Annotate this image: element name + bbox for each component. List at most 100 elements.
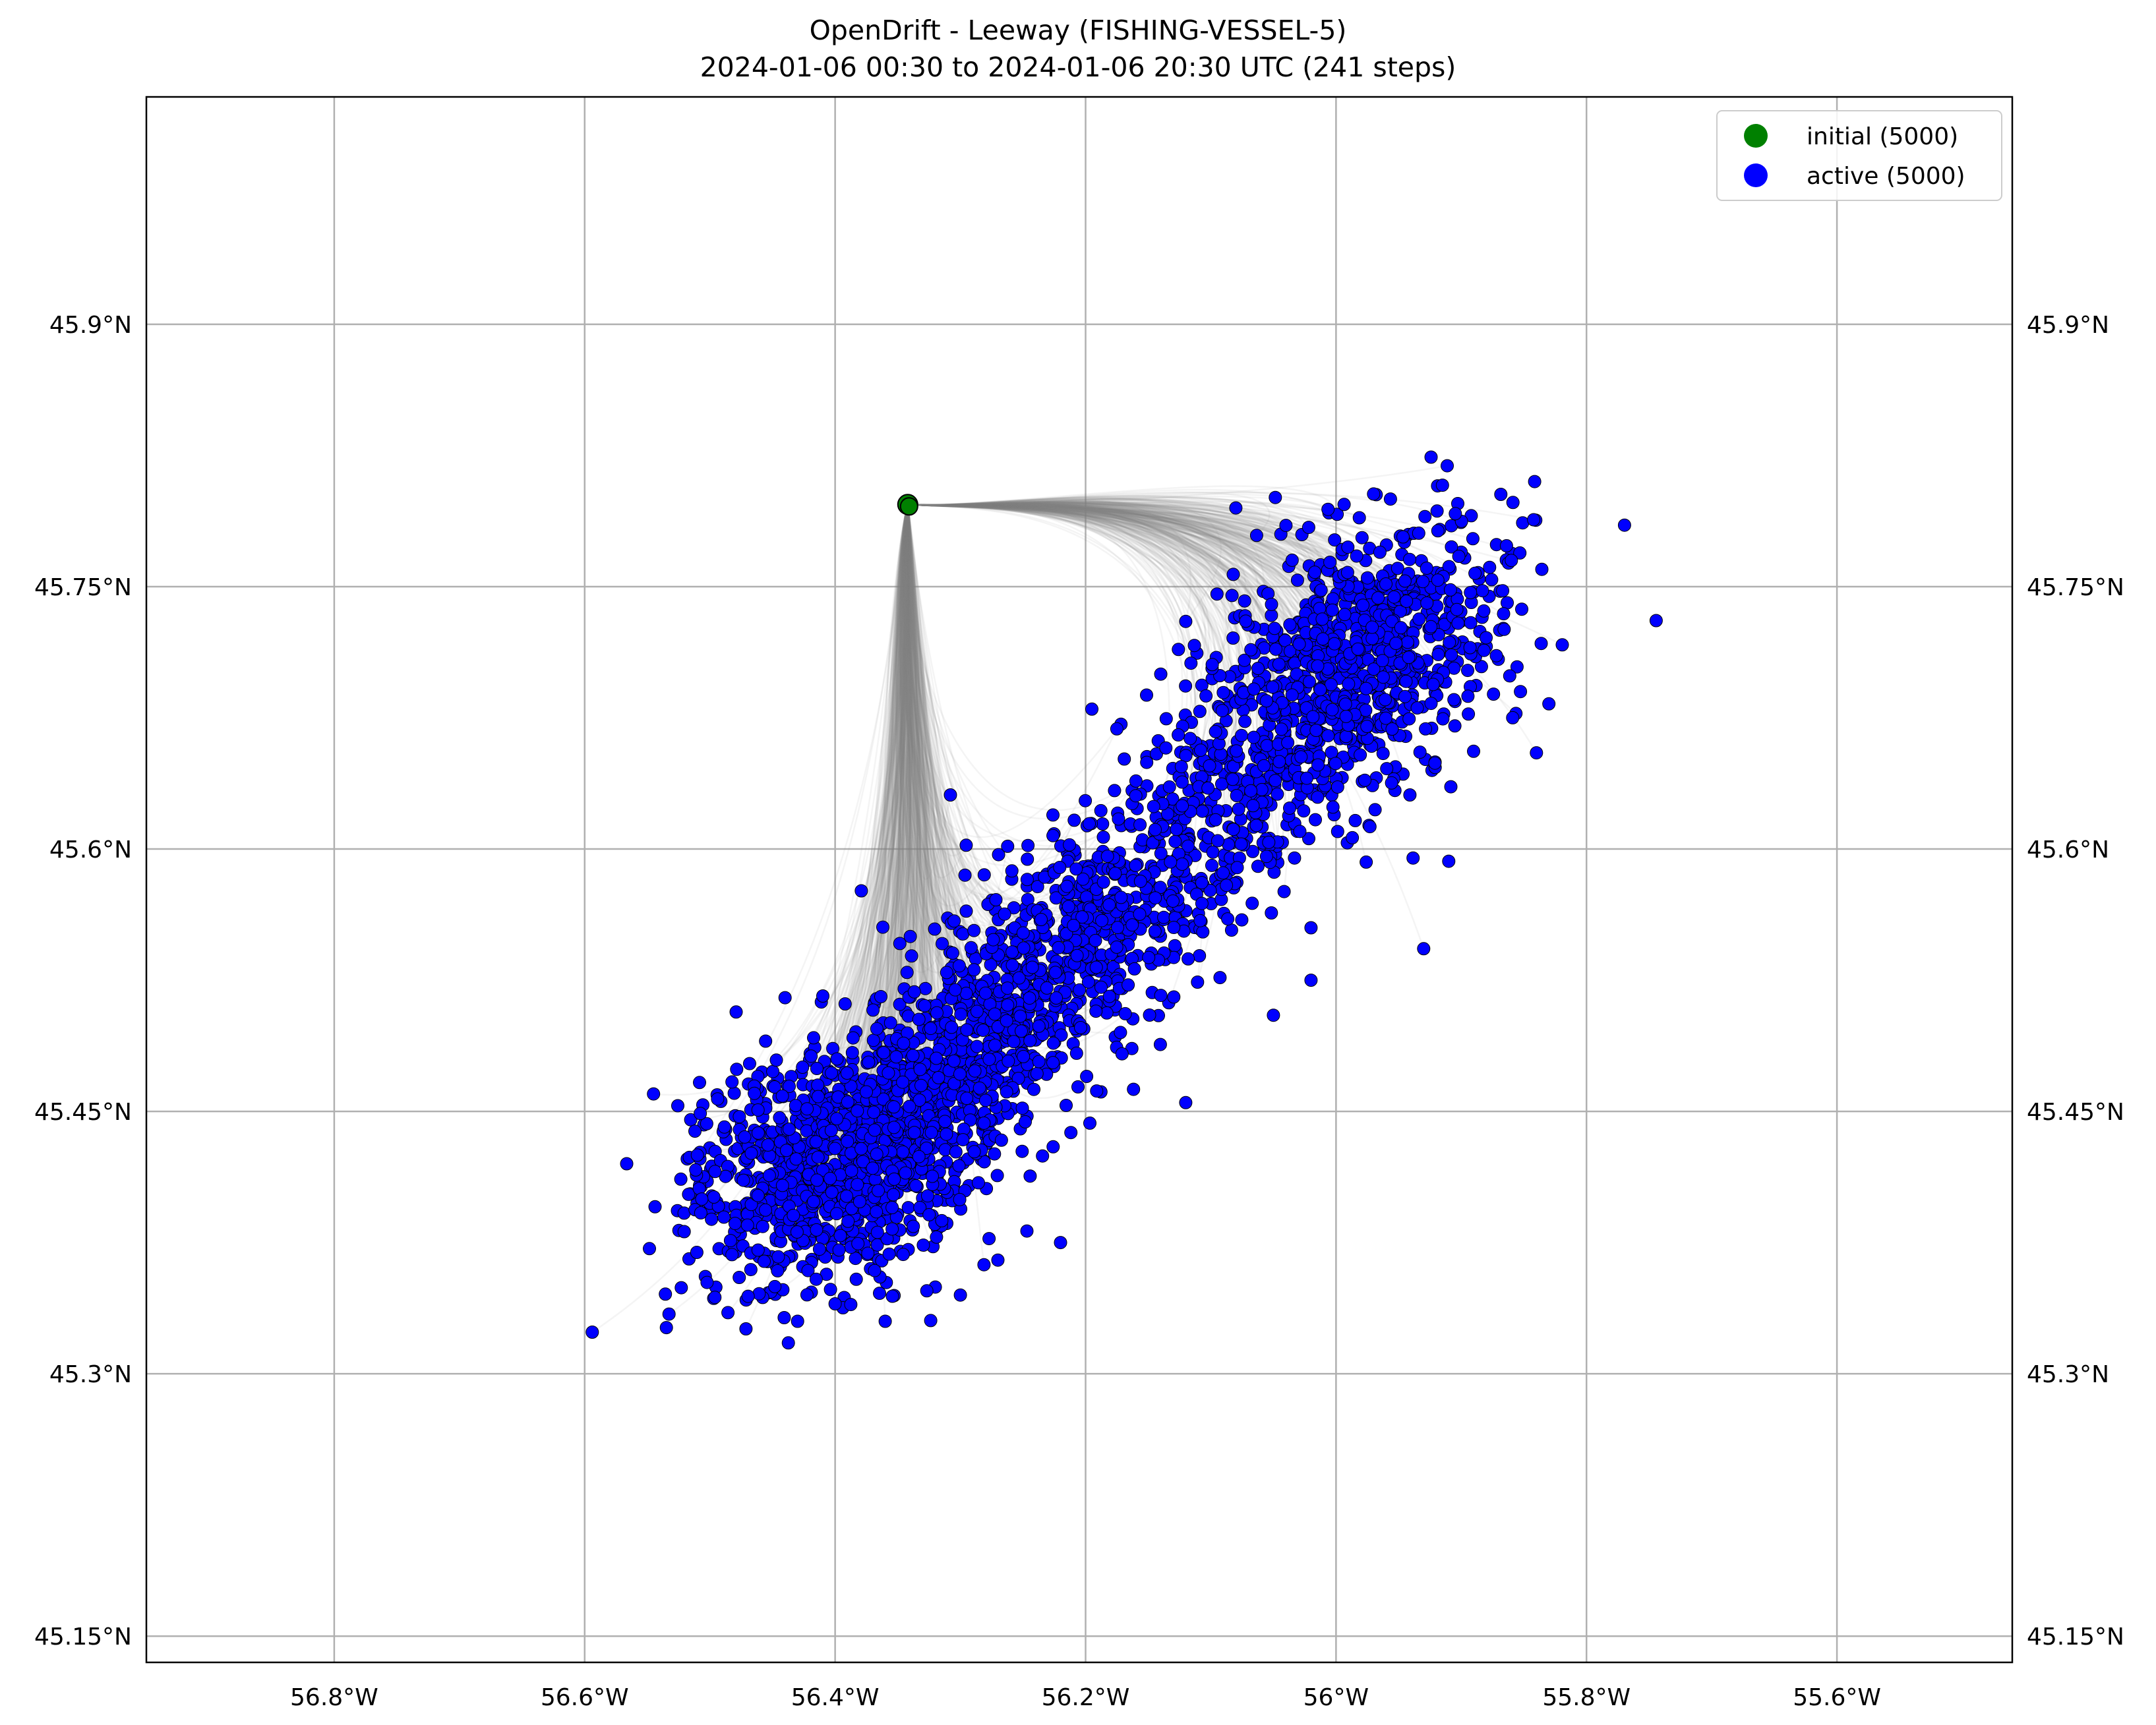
trajectory-line	[818, 504, 911, 1195]
active-particle	[733, 1271, 746, 1284]
active-particle	[1346, 831, 1360, 844]
active-particle	[1367, 662, 1381, 676]
active-particle	[1262, 835, 1276, 849]
active-particle	[1067, 813, 1081, 827]
active-particle	[1283, 802, 1296, 815]
active-particle	[1316, 632, 1330, 646]
active-particle	[1021, 838, 1035, 852]
active-particle	[1450, 602, 1464, 616]
active-particle	[1448, 719, 1462, 733]
active-particle	[1497, 607, 1511, 621]
active-particle	[967, 1145, 981, 1159]
trajectory-line	[907, 499, 1431, 629]
trajectory-line	[907, 503, 1394, 622]
active-particle	[1269, 490, 1282, 504]
active-particle	[988, 1038, 1002, 1052]
active-particle	[1535, 562, 1549, 576]
legend-initial-marker	[1744, 124, 1768, 148]
active-particle	[1419, 722, 1433, 736]
trajectory-line	[891, 504, 955, 974]
active-particle	[1412, 612, 1426, 626]
chart-title: OpenDrift - Leeway (FISHING-VESSEL-5)	[809, 15, 1347, 46]
active-particle	[1089, 1005, 1103, 1018]
active-particle	[1311, 659, 1325, 673]
active-particle	[844, 1079, 858, 1093]
trajectory-line	[789, 504, 913, 1142]
active-particle	[862, 1055, 876, 1069]
active-particle	[856, 1155, 870, 1169]
active-particle	[960, 1023, 974, 1037]
active-particle	[1080, 1070, 1094, 1083]
active-particle	[693, 1076, 706, 1090]
trajectory-line	[907, 504, 1317, 620]
active-particle	[1133, 818, 1147, 832]
active-particle	[1083, 1116, 1096, 1130]
active-particle	[1129, 774, 1143, 788]
active-particle	[1176, 799, 1189, 813]
active-particle	[1226, 568, 1240, 581]
active-particle	[932, 1070, 945, 1084]
legend[interactable]: initial (5000) active (5000)	[1716, 110, 2002, 201]
trajectory-line	[907, 504, 1317, 666]
active-particle	[967, 963, 981, 977]
active-particle	[1376, 747, 1390, 761]
active-particle	[868, 1123, 882, 1137]
active-particle	[694, 1107, 707, 1121]
active-particle	[1034, 913, 1048, 926]
active-particle	[977, 1258, 991, 1272]
active-particle	[759, 1203, 772, 1217]
active-particle	[1403, 552, 1416, 566]
active-particle	[1001, 998, 1015, 1012]
active-particle	[1095, 914, 1109, 927]
active-particle	[887, 1172, 901, 1186]
active-particle	[1196, 925, 1210, 939]
active-particle	[828, 1297, 842, 1310]
trajectory-line	[907, 504, 1321, 690]
active-particle	[1176, 858, 1189, 871]
active-particle	[1281, 736, 1295, 749]
active-particle	[1213, 971, 1227, 985]
active-particle	[1216, 866, 1230, 880]
active-particle	[1383, 492, 1397, 506]
trajectory-line	[907, 504, 1254, 868]
active-particle	[1338, 608, 1352, 622]
active-particle	[840, 1189, 853, 1203]
active-particle	[1133, 907, 1147, 921]
active-particle	[1205, 858, 1218, 872]
trajectory-line	[791, 504, 909, 1139]
trajectory-line	[802, 504, 909, 1086]
active-particle	[1555, 638, 1569, 652]
active-particle	[744, 1263, 758, 1277]
active-particle	[1290, 573, 1304, 587]
active-particle	[1306, 710, 1320, 724]
active-particle	[1181, 839, 1195, 853]
trajectory-line	[894, 504, 980, 994]
active-particle	[708, 1165, 722, 1179]
active-particle	[1100, 1006, 1114, 1020]
active-particle	[1011, 1072, 1025, 1086]
active-particle	[1224, 923, 1238, 937]
active-particle	[916, 1239, 930, 1252]
active-particle	[1172, 643, 1185, 657]
active-particle	[766, 1065, 780, 1078]
active-particle	[1476, 584, 1489, 598]
active-particle	[845, 1046, 859, 1059]
active-particle	[959, 904, 973, 918]
active-particle	[809, 1272, 823, 1286]
active-particle	[1314, 583, 1328, 597]
active-particle	[1013, 1009, 1027, 1023]
trajectory-line	[899, 504, 1060, 1032]
active-particle	[840, 1067, 854, 1080]
active-particle	[1167, 921, 1181, 934]
active-particle	[1067, 919, 1081, 932]
trajectory-line	[907, 496, 1309, 528]
active-particle	[789, 1152, 803, 1166]
active-particles	[585, 450, 1663, 1350]
active-particle	[909, 1179, 923, 1192]
active-particle	[1311, 758, 1325, 772]
active-particle	[906, 1049, 920, 1063]
active-particle	[1017, 1049, 1031, 1063]
active-particle	[1001, 981, 1014, 995]
trajectory-line	[907, 504, 1505, 615]
active-particle	[1375, 654, 1389, 668]
